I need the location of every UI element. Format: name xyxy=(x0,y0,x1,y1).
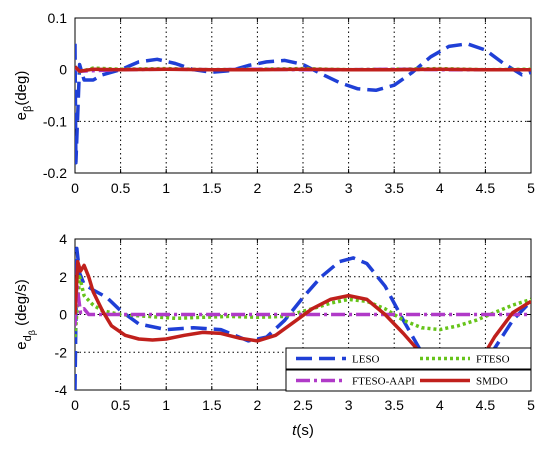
x-tick-label: 3.5 xyxy=(384,397,404,413)
y-axis-label: eβ(deg) xyxy=(13,71,34,121)
y-tick-label: -2 xyxy=(55,344,68,360)
legend-label-smdo: SMDO xyxy=(476,376,508,388)
x-tick-label: 2.5 xyxy=(293,180,313,196)
x-tick-label: 3 xyxy=(345,397,353,413)
legend-frame xyxy=(285,369,532,392)
y-tick-label: 2 xyxy=(59,269,67,285)
x-tick-label: 0 xyxy=(71,397,79,413)
x-tick-label: 5 xyxy=(527,397,535,413)
legend-label-fteso: FTESO xyxy=(476,354,510,366)
y-tick-label: -4 xyxy=(55,382,68,398)
x-tick-label: 2.5 xyxy=(293,397,313,413)
series-group xyxy=(75,42,531,165)
x-tick-label: 1.5 xyxy=(202,180,222,196)
series-line-fteso-aapi xyxy=(75,282,531,326)
bottom-panel: 0 0.5 1 1.5 2 2.5 3 3.5 4 4.5 5 4 2 0 -2 -4 edβ (deg/s) t… xyxy=(13,231,535,439)
x-tick-label: 3.5 xyxy=(384,180,404,196)
series-line-smdo xyxy=(75,65,531,73)
x-tick-label: 1 xyxy=(162,180,170,196)
y-tick-label: -0.2 xyxy=(43,165,67,181)
x-tick-label: 0 xyxy=(71,180,79,196)
y-axis-label: edβ (deg/s) xyxy=(13,279,37,350)
x-tick-label: 0.5 xyxy=(111,397,131,413)
legend-frame xyxy=(285,347,532,370)
x-tick-label: 1.5 xyxy=(202,397,222,413)
top-panel: 0 0.5 1 1.5 2 2.5 3 3.5 4 4.5 5 0.1 0 -0.1 -0.2 eβ(deg) xyxy=(13,10,535,196)
x-tick-label: 1 xyxy=(162,397,170,413)
y-tick-label: 0 xyxy=(59,62,67,78)
legend-box: LESO FTESO xyxy=(285,347,532,370)
legend-label-leso: LESO xyxy=(352,354,380,366)
x-tick-label: 4.5 xyxy=(476,180,496,196)
x-tick-label: 4 xyxy=(436,397,444,413)
x-tick-label: 0.5 xyxy=(111,180,131,196)
x-axis-label: t(s) xyxy=(292,422,314,439)
y-tick-label: 0.1 xyxy=(48,10,68,26)
x-tick-label: 4.5 xyxy=(476,397,496,413)
y-tick-label: 0 xyxy=(59,307,67,323)
series-line-leso xyxy=(75,42,531,165)
legend-label-fteso-aapi: FTESO-AAPI xyxy=(352,376,415,388)
y-tick-label: -0.1 xyxy=(43,113,67,129)
x-tick-label: 2 xyxy=(254,180,262,196)
x-tick-label: 2 xyxy=(254,397,262,413)
x-tick-label: 4 xyxy=(436,180,444,196)
legend-box: FTESO-AAPI SMDO xyxy=(285,369,532,392)
x-tick-label: 5 xyxy=(527,180,535,196)
x-tick-label: 3 xyxy=(345,180,353,196)
y-tick-label: 4 xyxy=(59,231,67,247)
